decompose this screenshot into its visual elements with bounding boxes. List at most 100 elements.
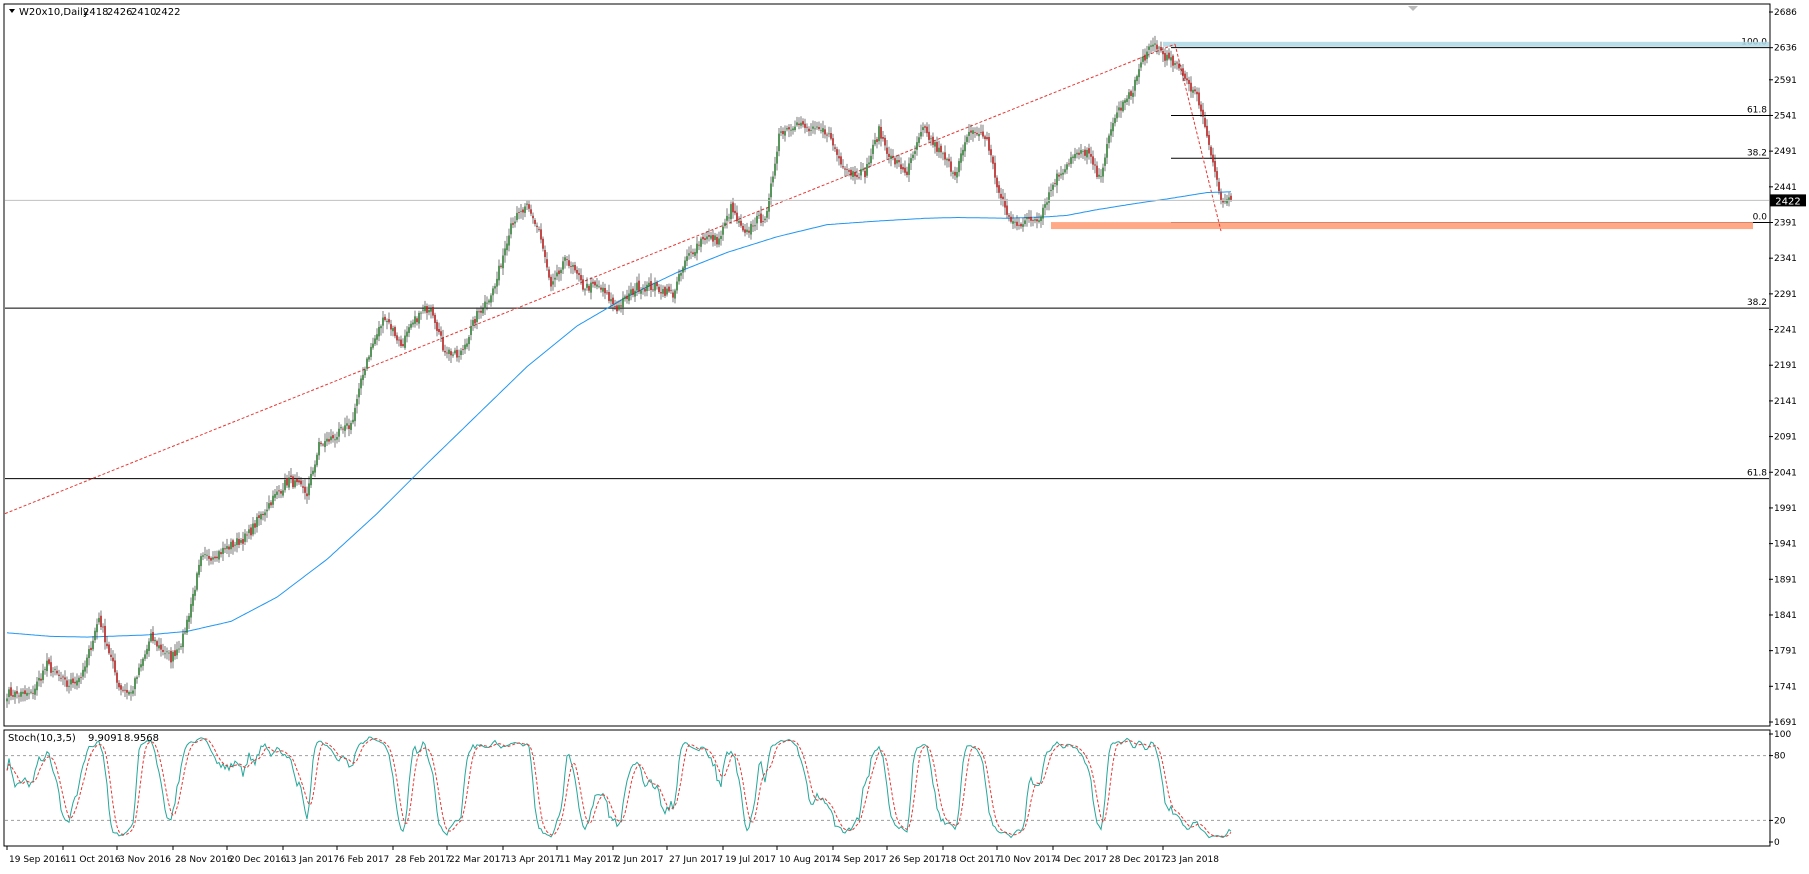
candle-body bbox=[516, 212, 518, 221]
candle-body bbox=[716, 236, 718, 245]
candle-body bbox=[1128, 92, 1130, 99]
y-tick-label: 2041 bbox=[1774, 468, 1797, 478]
x-tick-label: 11 Oct 2016 bbox=[65, 855, 121, 865]
candle-body bbox=[186, 619, 188, 633]
candle-body bbox=[344, 425, 346, 431]
candle-body bbox=[690, 251, 692, 253]
candle-body bbox=[782, 130, 784, 135]
candle-body bbox=[8, 689, 10, 698]
candle-body bbox=[250, 527, 252, 536]
candle-body bbox=[264, 512, 266, 516]
y-tick-label: 2091 bbox=[1774, 433, 1797, 443]
y-tick-label: 1891 bbox=[1774, 575, 1797, 585]
candle-body bbox=[752, 225, 754, 227]
candle-body bbox=[1198, 92, 1200, 106]
candle-body bbox=[310, 473, 312, 486]
candle-body bbox=[1050, 189, 1052, 191]
candle-body bbox=[1074, 153, 1076, 159]
x-tick-label: 10 Aug 2017 bbox=[779, 855, 837, 865]
candle-body bbox=[60, 677, 62, 679]
fib-level-label: 38.2 bbox=[1747, 148, 1767, 158]
candle-body bbox=[856, 174, 858, 178]
candle-body bbox=[700, 238, 702, 247]
candle-body bbox=[652, 289, 654, 291]
candle-body bbox=[1132, 92, 1134, 97]
candle-body bbox=[836, 149, 838, 155]
candle-body bbox=[246, 534, 248, 536]
candle-body bbox=[922, 127, 924, 131]
candle-body bbox=[840, 156, 842, 165]
candle-body bbox=[934, 142, 936, 147]
candle-body bbox=[1152, 44, 1154, 47]
candle-body bbox=[912, 154, 914, 159]
candle-body bbox=[952, 172, 954, 174]
candle-body bbox=[52, 670, 54, 672]
candle-body bbox=[502, 255, 504, 269]
candle-body bbox=[1206, 125, 1208, 137]
candle-body bbox=[1126, 98, 1128, 102]
candle-body bbox=[42, 670, 44, 681]
candle-body bbox=[878, 126, 880, 142]
candle-body bbox=[72, 678, 74, 684]
candle-body bbox=[808, 128, 810, 132]
candle-body bbox=[242, 539, 244, 544]
y-tick-label: 1741 bbox=[1774, 682, 1797, 692]
candle-body bbox=[278, 490, 280, 492]
candle-body bbox=[342, 428, 344, 430]
candle-body bbox=[56, 670, 58, 674]
candle-body bbox=[14, 691, 16, 698]
candle-body bbox=[448, 349, 450, 354]
candle-body bbox=[236, 538, 238, 546]
candle-body bbox=[302, 486, 304, 488]
candle-body bbox=[978, 133, 980, 137]
candle-body bbox=[1208, 134, 1210, 145]
collapse-triangle-icon[interactable] bbox=[9, 9, 15, 13]
candle-body bbox=[984, 136, 986, 140]
candle-body bbox=[218, 551, 220, 560]
candle-body bbox=[84, 666, 86, 672]
candle-body bbox=[838, 156, 840, 159]
candle-body bbox=[1000, 193, 1002, 199]
candle-body bbox=[410, 323, 412, 328]
candle-body bbox=[252, 523, 254, 535]
candle-body bbox=[96, 624, 98, 633]
candle-body bbox=[1202, 109, 1204, 117]
candle-body bbox=[468, 336, 470, 345]
candle-body bbox=[622, 297, 624, 308]
candle-body bbox=[776, 151, 778, 164]
candle-body bbox=[134, 678, 136, 690]
candle-body bbox=[174, 650, 176, 657]
candle-body bbox=[314, 464, 316, 473]
candle-body bbox=[1054, 183, 1056, 184]
candle-body bbox=[370, 346, 372, 357]
candle-body bbox=[1020, 223, 1022, 227]
candle-body bbox=[1196, 91, 1198, 95]
open-value: 2418 bbox=[83, 7, 108, 18]
candle-body bbox=[1066, 164, 1068, 170]
candle-body bbox=[98, 617, 100, 623]
candle-body bbox=[802, 121, 804, 125]
candle-body bbox=[902, 167, 904, 170]
stoch-tick-label: 20 bbox=[1774, 816, 1786, 826]
candle-body bbox=[670, 289, 672, 291]
candle-body bbox=[348, 425, 350, 429]
candle-body bbox=[574, 265, 576, 271]
candle-body bbox=[590, 282, 592, 293]
candle-body bbox=[620, 305, 622, 307]
candle-body bbox=[1008, 215, 1010, 217]
candle-body bbox=[1136, 76, 1138, 82]
candle-body bbox=[220, 552, 222, 555]
candle-body bbox=[618, 305, 620, 310]
candle-body bbox=[212, 557, 214, 560]
candle-body bbox=[94, 630, 96, 641]
candle-body bbox=[904, 167, 906, 173]
candle-body bbox=[1118, 107, 1120, 111]
shift-marker-icon[interactable] bbox=[1408, 6, 1418, 11]
candle-body bbox=[446, 352, 448, 354]
candle-body bbox=[1002, 196, 1004, 200]
candle-body bbox=[898, 160, 900, 163]
candle-body bbox=[520, 210, 522, 212]
candle-body bbox=[128, 691, 130, 695]
